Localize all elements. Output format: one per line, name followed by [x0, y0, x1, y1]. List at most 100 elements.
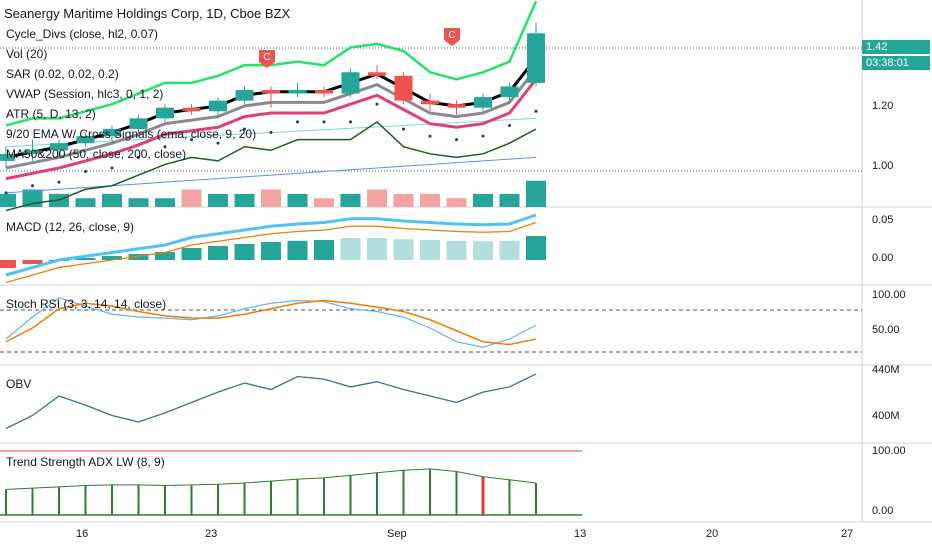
candle-body-13 [341, 72, 360, 94]
volume-bar-8 [208, 193, 228, 207]
indicator-vwap[interactable]: VWAP (Session, hlc3, 0, 1, 2) [6, 87, 164, 101]
chart-title: Seanergy Maritime Holdings Corp, 1D, Cbo… [4, 6, 291, 21]
volume-bar-0 [0, 193, 16, 207]
volume-bar-3 [75, 198, 96, 207]
signal-marker-bg-0 [259, 50, 275, 68]
channel-upper-line [5, 0, 538, 127]
price-tick-1-00: 1.00 [872, 160, 894, 172]
signal-marker-1: C [448, 30, 455, 41]
countdown-badge: 03:38:01 [862, 56, 930, 70]
candle-body-3 [76, 136, 95, 144]
candle-body-15 [394, 75, 413, 101]
volume-bar-16 [420, 193, 440, 207]
candle-body-12 [315, 90, 333, 94]
sar-dot-18 [481, 134, 485, 138]
x-tick-20: 20 [706, 528, 719, 540]
macd-hist-6 [155, 252, 175, 260]
volume-bar-20 [526, 180, 546, 207]
indicator-ma[interactable]: MA50&200 (50, close, 200, close) [6, 147, 187, 161]
macd-hist-12 [314, 240, 334, 260]
volume-bar-11 [287, 193, 308, 207]
indicator-cycle-divs[interactable]: Cycle_Divs (close, hl2, 0.07) [6, 27, 159, 41]
volume-bar-14 [367, 189, 387, 207]
macd-hist-20 [526, 236, 546, 260]
candle-body-18 [474, 97, 492, 108]
candle-body-1 [23, 150, 42, 154]
indicator-ema-cross[interactable]: 9/20 EMA W/ Cross Signals (ema, close, 9… [6, 127, 257, 141]
x-tick-23: 23 [205, 528, 218, 540]
candle-body-2 [50, 143, 68, 151]
macd-tick-0-05: 0.05 [872, 214, 894, 226]
sar-dot-19 [508, 123, 511, 127]
adx-tick-100: 100.00 [872, 445, 906, 457]
signal-marker-bg-1 [444, 28, 460, 46]
volume-bar-10 [261, 189, 281, 207]
candle-body-0 [0, 153, 15, 161]
pane-label-stoch-rsi[interactable]: Stoch RSI (3, 3, 14, 14, close) [6, 297, 167, 311]
channel-lower-line [5, 120, 537, 212]
current-price-badge: 1.42 [862, 40, 930, 54]
candle-body-14 [368, 72, 386, 76]
volume-bar-17 [446, 198, 467, 207]
volume-bar-7 [181, 189, 202, 207]
candle-body-20 [527, 33, 545, 83]
sar-dot-14 [375, 102, 379, 106]
macd-hist-18 [473, 241, 493, 260]
ma-200-line [5, 156, 537, 194]
candle-body-17 [447, 104, 466, 108]
macd-hist-4 [102, 256, 122, 260]
macd-tick-0-00: 0.00 [872, 252, 894, 264]
sar-dot-7 [190, 138, 193, 142]
macd-hist-7 [181, 248, 202, 260]
macd-hist-10 [261, 242, 281, 260]
sar-dot-10 [269, 131, 273, 135]
candle-body-8 [209, 100, 227, 112]
volume-bar-13 [340, 193, 361, 207]
volume-bar-5 [128, 198, 149, 207]
pane-label-obv[interactable]: OBV [6, 377, 32, 391]
candle-body-19 [500, 86, 519, 98]
volume-bar-18 [473, 193, 493, 207]
pane-label-macd[interactable]: MACD (12, 26, close, 9) [6, 220, 135, 234]
volume-bar-6 [155, 198, 175, 207]
macd-hist-16 [420, 240, 440, 260]
macd-hist-11 [287, 240, 308, 260]
candle-body-10 [262, 90, 280, 94]
macd-hist-3 [75, 258, 96, 260]
sar-dot-9 [243, 127, 246, 131]
candle-body-16 [421, 100, 439, 105]
candle-body-5 [129, 118, 148, 129]
sar-dot-4 [110, 166, 114, 170]
candle-body-6 [156, 107, 174, 119]
price-tick-1-20: 1.20 [872, 100, 894, 112]
sar-dot-20 [534, 109, 538, 113]
macd-line [5, 213, 537, 277]
pane-label-adx[interactable]: Trend Strength ADX LW (8, 9) [6, 455, 165, 469]
volume-bar-9 [234, 193, 255, 207]
indicator-vol[interactable]: Vol (20) [6, 47, 48, 61]
volume-bar-12 [314, 198, 334, 207]
obv-tick-400m: 400M [872, 410, 900, 422]
x-tick-sep: Sep [387, 528, 407, 540]
indicator-atr[interactable]: ATR (5, D, 13, 2) [6, 107, 96, 121]
sar-dot-16 [428, 134, 432, 138]
obv-line [5, 373, 537, 430]
volume-bar-4 [102, 193, 122, 207]
obv-tick-440m: 440M [872, 364, 900, 376]
sar-dot-11 [296, 120, 299, 124]
macd-hist-1 [22, 260, 43, 264]
macd-signal-line [5, 221, 537, 284]
sar-dot-13 [349, 120, 352, 124]
sar-dot-17 [455, 138, 458, 142]
sar-dot-2 [57, 180, 61, 184]
indicator-sar[interactable]: SAR (0.02, 0.02, 0.2) [6, 67, 119, 81]
macd-hist-14 [367, 238, 387, 260]
adx-line [5, 468, 537, 490]
stoch-k-line [5, 297, 537, 348]
sar-dot-15 [402, 127, 405, 131]
sar-dot-6 [163, 145, 167, 149]
adx-tick-0: 0.00 [872, 505, 894, 517]
x-tick-13: 13 [574, 528, 587, 540]
macd-hist-9 [234, 244, 255, 260]
